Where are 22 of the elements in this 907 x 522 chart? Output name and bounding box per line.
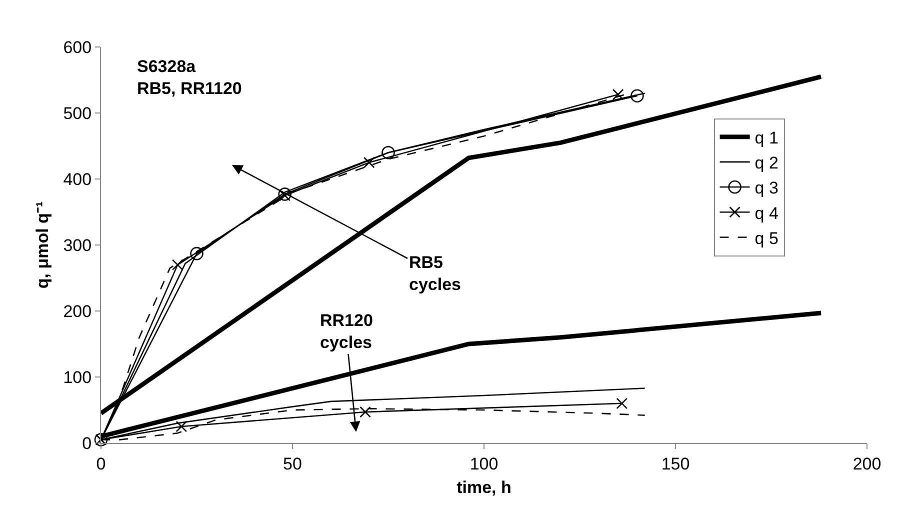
x-tick-label: 50 (283, 454, 302, 474)
y-tick-label: 100 (63, 368, 92, 387)
legend-label: q 5 (754, 228, 778, 248)
x-tick-label: 150 (661, 454, 690, 474)
x-axis-title: time, h (456, 478, 512, 497)
annotation: RB5 cycles (409, 253, 461, 294)
legend-label: q 1 (754, 128, 778, 148)
y-tick-label: 600 (63, 38, 92, 57)
x-tick-label: 200 (852, 454, 882, 474)
y-tick-label: 400 (63, 170, 92, 189)
x-tick-label: 0 (96, 454, 106, 474)
annotation: S6328a RB5, RR1120 (137, 57, 242, 98)
annotation: RR120 cycles (320, 311, 373, 352)
legend-label: q 4 (754, 204, 778, 223)
x-tick-label: 100 (470, 454, 498, 474)
y-tick-label: 0 (82, 434, 92, 453)
legend-label: q 2 (754, 154, 778, 173)
legend-label: q 3 (754, 178, 778, 198)
y-tick-label: 200 (63, 302, 92, 321)
y-tick-label: 500 (63, 104, 92, 123)
y-tick-label: 300 (63, 236, 92, 255)
y-axis-title: q, μmol q⁻¹ (32, 201, 52, 289)
